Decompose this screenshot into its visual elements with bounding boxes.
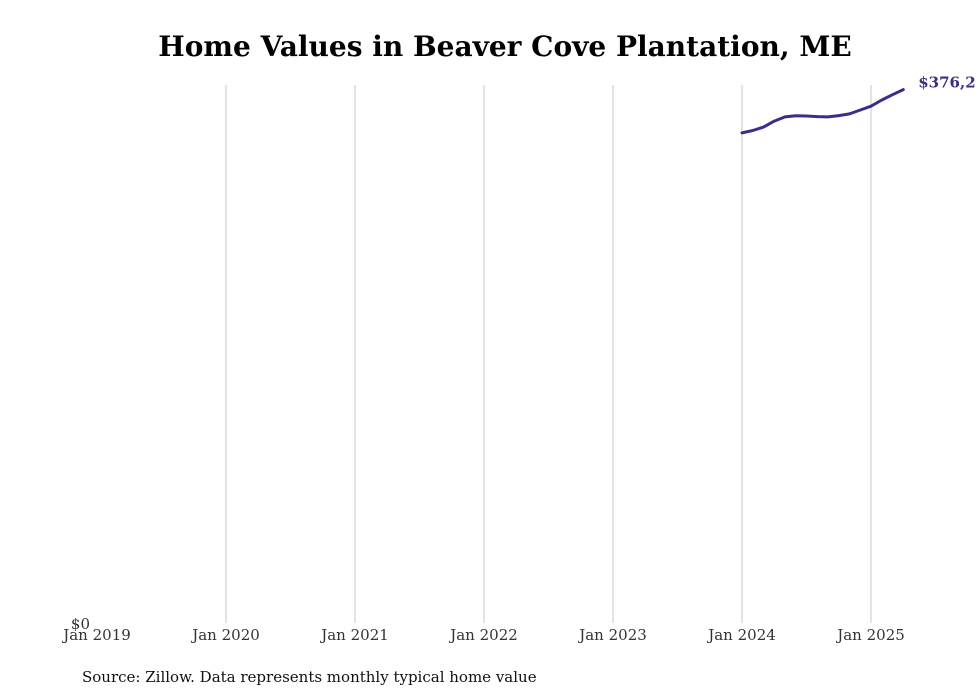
source-note: Source: Zillow. Data represents monthly … [82,668,537,686]
chart-title: Home Values in Beaver Cove Plantation, M… [158,30,852,63]
x-tick-label: Jan 2025 [835,626,905,644]
x-tick-label: Jan 2021 [319,626,389,644]
gridlines [225,85,872,623]
series-layer [740,88,905,135]
x-tick-label: Jan 2020 [190,626,260,644]
x-tick-label: Jan 2022 [448,626,518,644]
x-tick-label: Jan 2024 [706,626,776,644]
y-tick-label: $0 [71,615,90,633]
y-axis-ticks: $0 [71,615,90,633]
series-end-label: $376,2 [918,74,975,92]
x-axis-ticks: Jan 2019 Jan 2020 Jan 2021 Jan 2022 Jan 2023… [61,626,905,644]
series-line [740,88,905,135]
x-tick-label: Jan 2023 [577,626,647,644]
x-tick-label: Jan 2019 [61,626,131,644]
